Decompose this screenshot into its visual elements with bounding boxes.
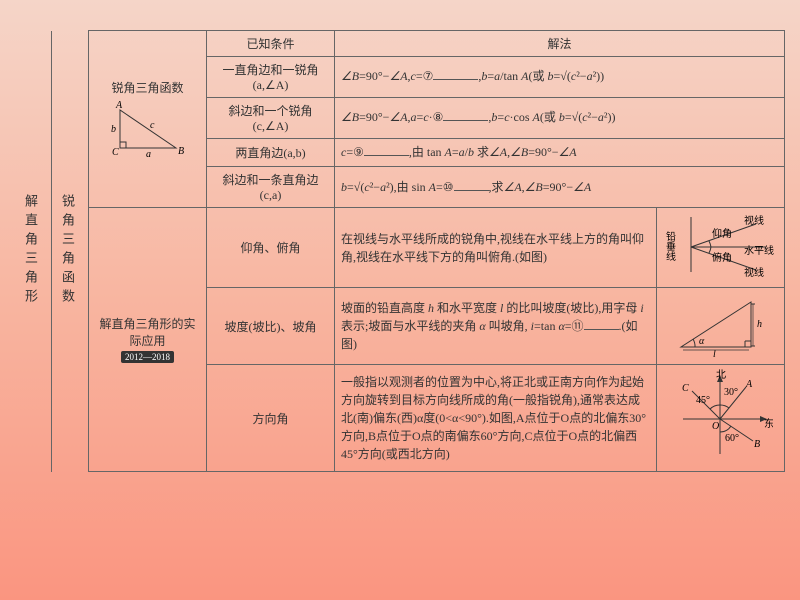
svg-text:C: C (112, 147, 119, 158)
header-col1: 已知条件 (207, 31, 335, 57)
elevation-angle-diagram: 铅 垂 线 视线 水平线 视线 仰角 俯角 (666, 212, 776, 280)
header-col2: 解法 (335, 31, 785, 57)
main-table: 解直角三角形 锐角三角函数 锐角三角函数 A B C a b c 已知条件 解法… (15, 30, 785, 472)
svg-text:30°: 30° (724, 387, 738, 398)
svg-text:h: h (757, 319, 762, 330)
r4-sol: b=√(c²−a²),由 sin A=⑩,求∠A,∠B=90°−∠A (335, 167, 785, 208)
r2-cond: 斜边和一个锐角(c,∠A) (207, 98, 335, 139)
r5-desc: 在视线与水平线所成的锐角中,视线在水平线上方的角叫仰角,视线在水平线下方的角叫俯… (335, 208, 657, 288)
svg-text:b: b (111, 124, 116, 135)
svg-text:B: B (178, 146, 184, 157)
svg-text:c: c (150, 120, 155, 131)
r6-desc: 坡面的铅直高度 h 和水平宽度 l 的比叫坡度(坡比),用字母 i 表示;坡面与… (335, 288, 657, 365)
r2-sol: ∠B=90°−∠A,a=c·⑧,b=c·cos A(或 b=√(c²−a²)) (335, 98, 785, 139)
row-5: 解直角三角形的实际应用 2012—2018 仰角、俯角 在视线与水平线所成的锐角… (15, 208, 785, 288)
slope-diagram: h l α (671, 292, 771, 357)
section2-cell: 解直角三角形的实际应用 2012—2018 (89, 208, 207, 472)
page-container: 解直角三角形 锐角三角函数 锐角三角函数 A B C a b c 已知条件 解法… (0, 0, 800, 487)
r6-diagram: h l α (657, 288, 785, 365)
svg-text:A: A (745, 379, 753, 390)
r6-name: 坡度(坡比)、坡角 (207, 288, 335, 365)
r7-name: 方向角 (207, 365, 335, 472)
svg-text:线: 线 (666, 250, 676, 263)
r5-name: 仰角、俯角 (207, 208, 335, 288)
r7-diagram: 北 东 O A B C 30° 45° 60° (657, 365, 785, 472)
outer-label-cell: 解直角三角形 (15, 31, 52, 472)
svg-text:C: C (682, 383, 689, 394)
bearing-diagram: 北 东 O A B C 30° 45° 60° (668, 369, 773, 464)
r1-sol: ∠B=90°−∠A,c=⑦,b=a/tan A(或 b=√(c²−a²)) (335, 57, 785, 98)
svg-text:α: α (699, 336, 705, 347)
r7-desc: 一般指以观测者的位置为中心,将正北或正南方向作为起始方向旋转到目标方向线所成的角… (335, 365, 657, 472)
svg-text:视线: 视线 (744, 266, 764, 279)
r3-sol: c=⑨,由 tan A=a/b 求∠A,∠B=90°−∠A (335, 139, 785, 167)
section1-label: 锐角三角函数 (95, 79, 200, 96)
svg-text:60°: 60° (725, 433, 739, 444)
svg-text:东: 东 (764, 417, 773, 430)
right-triangle-diagram: A B C a b c (108, 98, 188, 158)
r3-cond: 两直角边(a,b) (207, 139, 335, 167)
year-badge: 2012—2018 (121, 351, 174, 363)
section1-cell: 锐角三角函数 A B C a b c (89, 31, 207, 208)
svg-text:45°: 45° (696, 395, 710, 406)
svg-text:O: O (712, 421, 719, 432)
svg-text:A: A (115, 100, 123, 111)
inner-label-cell: 锐角三角函数 (52, 31, 89, 472)
r5-diagram: 铅 垂 线 视线 水平线 视线 仰角 俯角 (657, 208, 785, 288)
inner-label: 锐角三角函数 (58, 194, 77, 308)
r1-cond: 一直角边和一锐角(a,∠A) (207, 57, 335, 98)
outer-label: 解直角三角形 (21, 194, 40, 308)
svg-text:B: B (754, 439, 760, 450)
svg-text:仰角: 仰角 (712, 228, 732, 240)
svg-text:北: 北 (716, 369, 726, 381)
svg-text:a: a (146, 149, 151, 158)
svg-text:视线: 视线 (744, 214, 764, 227)
header-row: 解直角三角形 锐角三角函数 锐角三角函数 A B C a b c 已知条件 解法 (15, 31, 785, 57)
r4-cond: 斜边和一条直角边(c,a) (207, 167, 335, 208)
section2-label: 解直角三角形的实际应用 (95, 315, 200, 349)
svg-text:水平线: 水平线 (744, 244, 774, 257)
svg-text:俯角: 俯角 (712, 251, 732, 264)
